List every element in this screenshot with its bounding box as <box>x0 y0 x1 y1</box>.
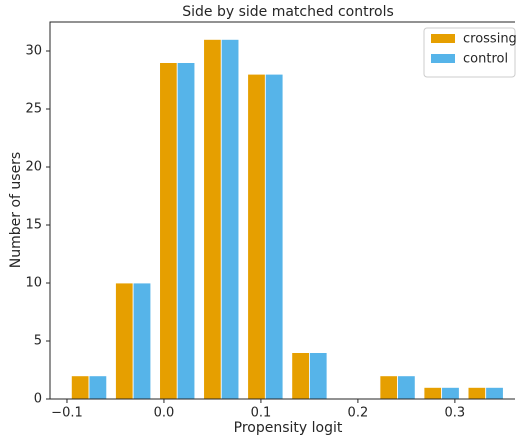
bar <box>159 62 178 400</box>
bar <box>467 386 487 400</box>
x-tick-label: 0.3 <box>445 406 466 421</box>
x-tick-label: 0.2 <box>348 406 369 421</box>
x-tick-label: 0.0 <box>154 406 175 421</box>
legend-swatch <box>431 54 455 63</box>
legend-label: crossing <box>463 32 516 47</box>
y-tick-label: 30 <box>25 44 42 59</box>
bar <box>88 375 108 400</box>
bar <box>485 386 504 400</box>
y-tick-label: 5 <box>34 334 42 349</box>
x-tick-label: 0.1 <box>251 406 272 421</box>
bar <box>220 39 240 400</box>
y-tick-label: 10 <box>25 276 42 291</box>
bar <box>264 73 284 400</box>
bar <box>441 386 460 400</box>
bar <box>291 352 310 400</box>
bar <box>423 386 443 400</box>
x-tick-label: −0.1 <box>51 406 83 421</box>
bar <box>70 375 90 400</box>
bar <box>132 282 152 400</box>
chart-title: Side by side matched controls <box>182 4 394 20</box>
bar <box>115 282 134 400</box>
bar <box>309 352 328 400</box>
bar <box>379 375 398 400</box>
x-axis-label: Propensity logit <box>234 420 343 436</box>
y-tick-label: 0 <box>34 392 42 407</box>
legend-swatch <box>431 34 455 43</box>
axes-frame <box>49 21 515 400</box>
bar <box>203 39 222 400</box>
bar <box>397 375 416 400</box>
y-axis-label: Number of users <box>8 152 24 268</box>
legend-label: control <box>463 52 508 67</box>
y-tick-label: 25 <box>25 102 42 117</box>
y-tick-label: 15 <box>25 218 42 233</box>
y-tick-label: 20 <box>25 160 42 175</box>
bar <box>247 73 266 400</box>
bar <box>176 62 196 400</box>
